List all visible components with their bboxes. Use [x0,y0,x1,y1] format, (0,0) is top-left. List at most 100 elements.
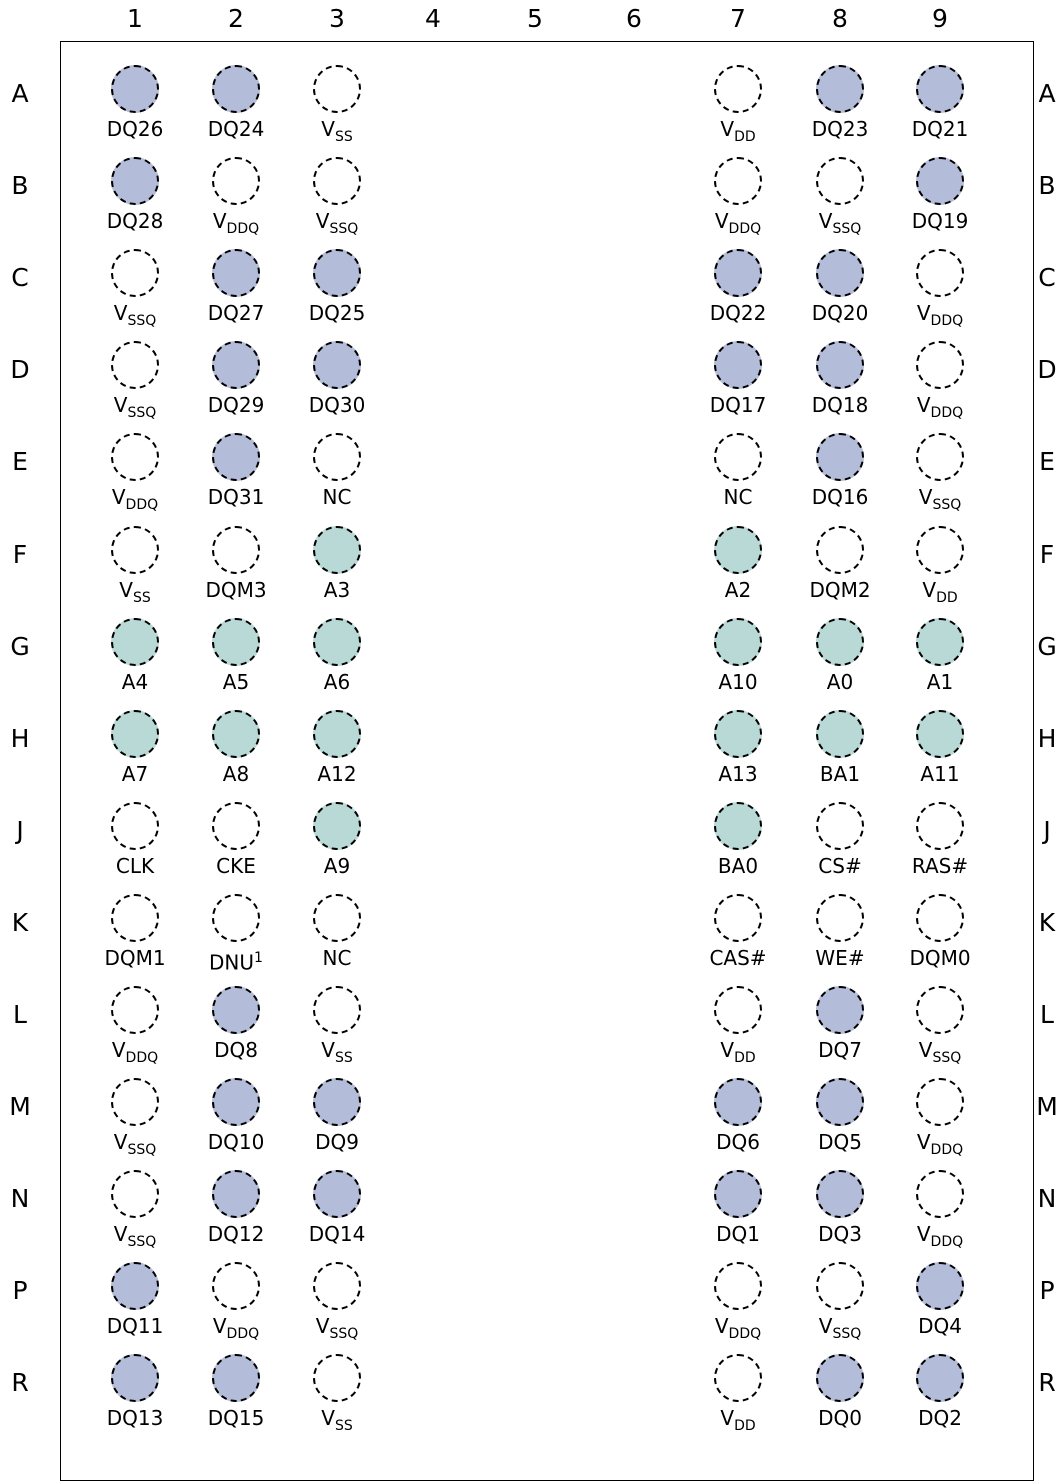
ball-L3 [313,986,361,1034]
pin-label-H7: A13 [683,763,793,785]
pin-name: DQ4 [918,1314,962,1339]
pin-name: A10 [718,669,758,694]
pin-name: DQ6 [716,1130,760,1155]
ball-K2 [212,893,260,942]
pin-label-G3: A6 [282,671,392,693]
pin-name: NC [322,945,352,970]
pin-label-G9: A1 [885,671,995,693]
ball-A2 [212,65,260,113]
ball-R9 [916,1354,964,1403]
pin-label-N8: DQ3 [785,1223,895,1245]
pin-label-N9: VDDQ [885,1223,995,1253]
pin-subscript: SSQ [127,1234,157,1251]
ball-D2 [212,341,260,390]
pin-name: DQ2 [918,1406,962,1431]
pin-label-P7: VDDQ [683,1315,793,1345]
pin-label-N7: DQ1 [683,1223,793,1245]
pin-label-M2: DQ10 [181,1131,291,1153]
ball-L8 [816,986,864,1034]
pin-label-E7: NC [683,486,793,508]
pin-subscript: SSQ [127,1142,157,1159]
ball-P1 [111,1262,159,1311]
pin-label-J3: A9 [282,855,392,877]
ball-J3 [313,801,361,850]
pin-subscript: DDQ [930,313,964,330]
pin-subscript: DD [734,1418,756,1435]
row-letter-left-F: F [12,539,28,569]
row-letter-left-B: B [11,171,29,201]
pin-label-A2: DQ24 [181,118,291,140]
pin-superscript: 1 [254,949,263,966]
pin-label-J9: RAS# [885,855,995,877]
pin-name: DQ31 [207,485,265,510]
pin-label-J7: BA0 [683,855,793,877]
pin-name: BA1 [819,761,861,786]
ball-D8 [816,341,864,390]
pin-name: DQ27 [207,301,265,326]
row-letter-left-J: J [16,815,24,845]
row-letter-right-C: C [1038,263,1056,293]
row-letter-right-R: R [1038,1368,1056,1398]
pin-subscript: SS [334,1418,353,1435]
pin-name: V [119,577,133,602]
row-letter-left-G: G [10,631,30,661]
pin-subscript: DD [734,1050,756,1066]
pin-name: DQ21 [911,117,969,141]
ball-R8 [816,1354,864,1403]
row-letter-left-L: L [13,1000,27,1029]
pin-subscript: SS [334,1050,353,1066]
pin-name: V [918,1038,933,1062]
pin-name: V [720,117,735,141]
ball-K1 [111,893,159,942]
pin-label-J8: CS# [785,855,895,877]
pin-label-E2: DQ31 [181,486,291,508]
pin-label-C3: DQ25 [282,302,392,324]
pin-label-H1: A7 [80,763,190,785]
pin-label-M7: DQ6 [683,1131,793,1153]
pin-name: A5 [222,669,250,694]
ball-F2 [212,525,260,574]
ball-N2 [212,1170,260,1219]
pin-name: V [714,209,729,234]
pin-name: DQ1 [716,1222,760,1247]
pin-name: NC [322,485,352,510]
pin-subscript: SS [132,589,151,606]
row-letter-right-H: H [1037,723,1057,753]
pin-name: DQM0 [909,945,971,970]
ball-R1 [111,1354,159,1403]
ball-M1 [111,1078,159,1127]
pin-subscript: DDQ [930,405,964,422]
pin-label-R1: DQ13 [80,1407,190,1429]
pin-name: V [720,1406,735,1431]
ball-B3 [313,157,361,206]
pin-name: RAS# [911,853,969,878]
pin-subscript: DDQ [930,1234,964,1251]
pin-name: BA0 [717,853,759,878]
pin-subscript: DDQ [125,497,159,514]
pin-subscript: DDQ [226,221,260,238]
pin-label-F3: A3 [282,579,392,601]
ball-H1 [111,709,159,758]
pin-name: V [916,1222,931,1247]
pin-label-F2: DQM3 [181,579,291,601]
pin-label-E8: DQ16 [785,486,895,508]
pin-name: DQ0 [818,1406,862,1431]
ball-B1 [111,157,159,206]
ball-C3 [313,249,361,298]
pin-subscript: DDQ [728,1326,762,1343]
ball-C2 [212,249,260,298]
pin-name: A9 [323,853,351,878]
pin-name: DQ9 [315,1130,359,1155]
pin-label-L8: DQ7 [785,1039,895,1061]
column-number-2: 2 [228,4,244,33]
pin-label-L3: VSS [282,1039,392,1069]
ball-G2 [212,617,260,666]
pin-subscript: SSQ [127,313,157,330]
ball-G8 [816,617,864,666]
ball-J1 [111,801,159,850]
pin-name: A6 [323,669,351,694]
pin-subscript: DDQ [226,1326,260,1343]
pin-label-D2: DQ29 [181,394,291,416]
ball-P3 [313,1262,361,1311]
pin-name: V [212,1314,227,1339]
